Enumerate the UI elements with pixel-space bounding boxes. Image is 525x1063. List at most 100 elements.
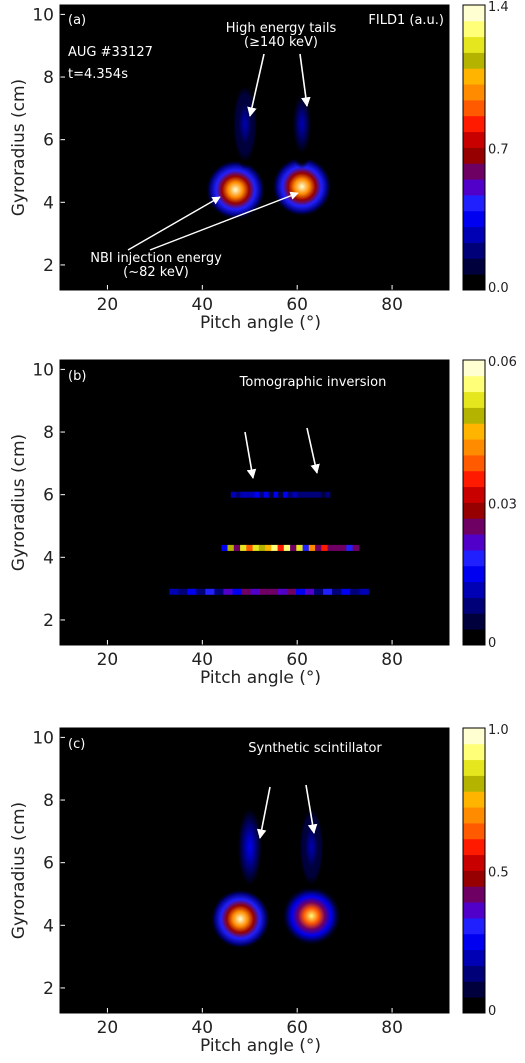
heatmap-cell bbox=[265, 544, 272, 551]
heatmap-cell bbox=[235, 491, 241, 498]
colorbar-frame bbox=[462, 727, 486, 1014]
colorbar-segment bbox=[463, 210, 485, 228]
arrow-tail-1 bbox=[247, 53, 265, 117]
colorbar-segment bbox=[463, 486, 485, 503]
y-tick-label: 6 bbox=[43, 854, 54, 874]
annotation-nbi-line1: NBI injection energy bbox=[90, 251, 222, 266]
heatmap-blob bbox=[210, 889, 271, 949]
colorbar-segment bbox=[463, 179, 485, 196]
colorbar-segment bbox=[463, 518, 485, 535]
y-tick-label: 2 bbox=[43, 979, 54, 999]
colorbar-segment bbox=[463, 886, 485, 903]
y-tick-label: 6 bbox=[43, 131, 54, 151]
panel-b-axes: 20 40 60 80 2 4 6 8 10 Pitch angle (°) Gyroradius … bbox=[9, 360, 403, 688]
panel-a-axes: 20 40 60 80 2 4 6 8 10 Pitch angle (°) Gyroradius … bbox=[9, 5, 403, 333]
colorbar-frame bbox=[462, 4, 486, 291]
colorbar-tick-label: 0.03 bbox=[488, 498, 517, 513]
x-tick-label: 40 bbox=[191, 295, 213, 315]
heatmap-cell bbox=[271, 544, 279, 551]
x-tick-label: 20 bbox=[97, 650, 119, 670]
heatmap-cell bbox=[245, 491, 251, 498]
heatmap-cell bbox=[301, 491, 308, 498]
panel-b-corner-label: Tomographic inversion bbox=[239, 375, 387, 390]
arrow-b-2 bbox=[306, 427, 320, 474]
heatmap-blob bbox=[231, 79, 259, 169]
heatmap-cell bbox=[214, 588, 224, 595]
heatmap-cell bbox=[311, 491, 317, 498]
y-tick-label: 10 bbox=[32, 5, 54, 25]
colorbar-tick-label: 0 bbox=[488, 636, 496, 651]
colorbar-segment bbox=[463, 933, 485, 951]
y-tick-label: 4 bbox=[43, 916, 54, 936]
colorbar-tick-label: 0 bbox=[488, 1004, 496, 1019]
heatmap-cell bbox=[230, 491, 236, 498]
heatmap-cell bbox=[297, 491, 303, 498]
heatmap-cell bbox=[308, 544, 316, 551]
y-tick-label: 10 bbox=[32, 360, 54, 380]
colorbar-segment bbox=[463, 949, 485, 966]
colorbar-segment bbox=[463, 629, 485, 646]
heatmap-cell bbox=[323, 588, 333, 595]
colorbar-segment bbox=[463, 775, 485, 792]
y-tick-label: 6 bbox=[43, 486, 54, 506]
panel-b-heatmap bbox=[169, 491, 369, 595]
panel-a-frame bbox=[59, 4, 450, 291]
heatmap-cell bbox=[241, 588, 252, 595]
x-tick-label: 80 bbox=[381, 1018, 403, 1038]
heatmap-cell bbox=[240, 491, 246, 498]
heatmap-cell bbox=[169, 588, 179, 595]
colorbar-segment bbox=[463, 375, 485, 393]
y-tick-label: 10 bbox=[32, 728, 54, 748]
panel-c-frame bbox=[59, 727, 450, 1014]
heatmap-cell bbox=[259, 491, 265, 498]
annotation-nbi-line2: (~82 keV) bbox=[123, 265, 189, 280]
heatmap-cell bbox=[314, 588, 324, 595]
colorbar-segment bbox=[463, 147, 485, 164]
y-tick-label: 4 bbox=[43, 193, 54, 213]
panel-b: (b) Tomographic inversion 20 40 60 80 2 4 6 8 10… bbox=[9, 355, 517, 688]
arrow-b-1 bbox=[244, 431, 257, 479]
y-axis-label: Gyroradius (cm) bbox=[9, 802, 29, 939]
colorbar-segment bbox=[463, 20, 485, 38]
colorbar-segment bbox=[463, 195, 485, 212]
y-tick-label: 8 bbox=[43, 68, 54, 88]
colorbar-segment bbox=[463, 52, 485, 69]
y-tick-label: 2 bbox=[43, 611, 54, 631]
heatmap-cell bbox=[264, 491, 270, 498]
heatmap-cell bbox=[316, 491, 322, 498]
colorbar-segment bbox=[463, 391, 485, 408]
x-tick-label: 60 bbox=[286, 650, 308, 670]
colorbar-segment bbox=[463, 100, 485, 117]
heatmap-cell bbox=[232, 588, 243, 595]
colorbar-segment bbox=[463, 84, 485, 101]
colorbar-segment bbox=[463, 258, 485, 275]
colorbar-segment bbox=[463, 581, 485, 598]
x-axis-label: Pitch angle (°) bbox=[200, 668, 321, 688]
colorbar-segment bbox=[463, 965, 485, 982]
colorbar-tick-label: 0.7 bbox=[488, 143, 509, 158]
heatmap-cell bbox=[205, 588, 215, 595]
panel-c-colorbar: 1.0 0.5 0 bbox=[462, 723, 509, 1019]
panel-c-label: (c) bbox=[68, 737, 85, 752]
heatmap-cell bbox=[268, 588, 279, 595]
panel-b-plot-area bbox=[60, 360, 449, 645]
colorbar-segment bbox=[463, 470, 485, 488]
colorbar-segment bbox=[463, 823, 485, 840]
y-tick-label: 8 bbox=[43, 791, 54, 811]
colorbar-segment bbox=[463, 870, 485, 887]
heatmap-cell bbox=[333, 544, 341, 551]
x-tick-label: 60 bbox=[286, 295, 308, 315]
y-tick-label: 8 bbox=[43, 423, 54, 443]
panel-b-colorbar: 0.06 0.03 0 bbox=[462, 355, 517, 651]
y-axis-label: Gyroradius (cm) bbox=[9, 434, 29, 571]
heatmap-cell bbox=[302, 544, 310, 551]
y-tick-label: 2 bbox=[43, 256, 54, 276]
colorbar-segment bbox=[463, 807, 485, 824]
colorbar-frame bbox=[462, 359, 486, 646]
heatmap-cell bbox=[259, 588, 270, 595]
heatmap-cell bbox=[346, 544, 354, 551]
colorbar-segment bbox=[463, 838, 485, 856]
panel-c: (c) Synthetic scintillator 20 40 60 80 2 4 6 8 1… bbox=[9, 723, 509, 1056]
colorbar-segment bbox=[463, 163, 485, 180]
